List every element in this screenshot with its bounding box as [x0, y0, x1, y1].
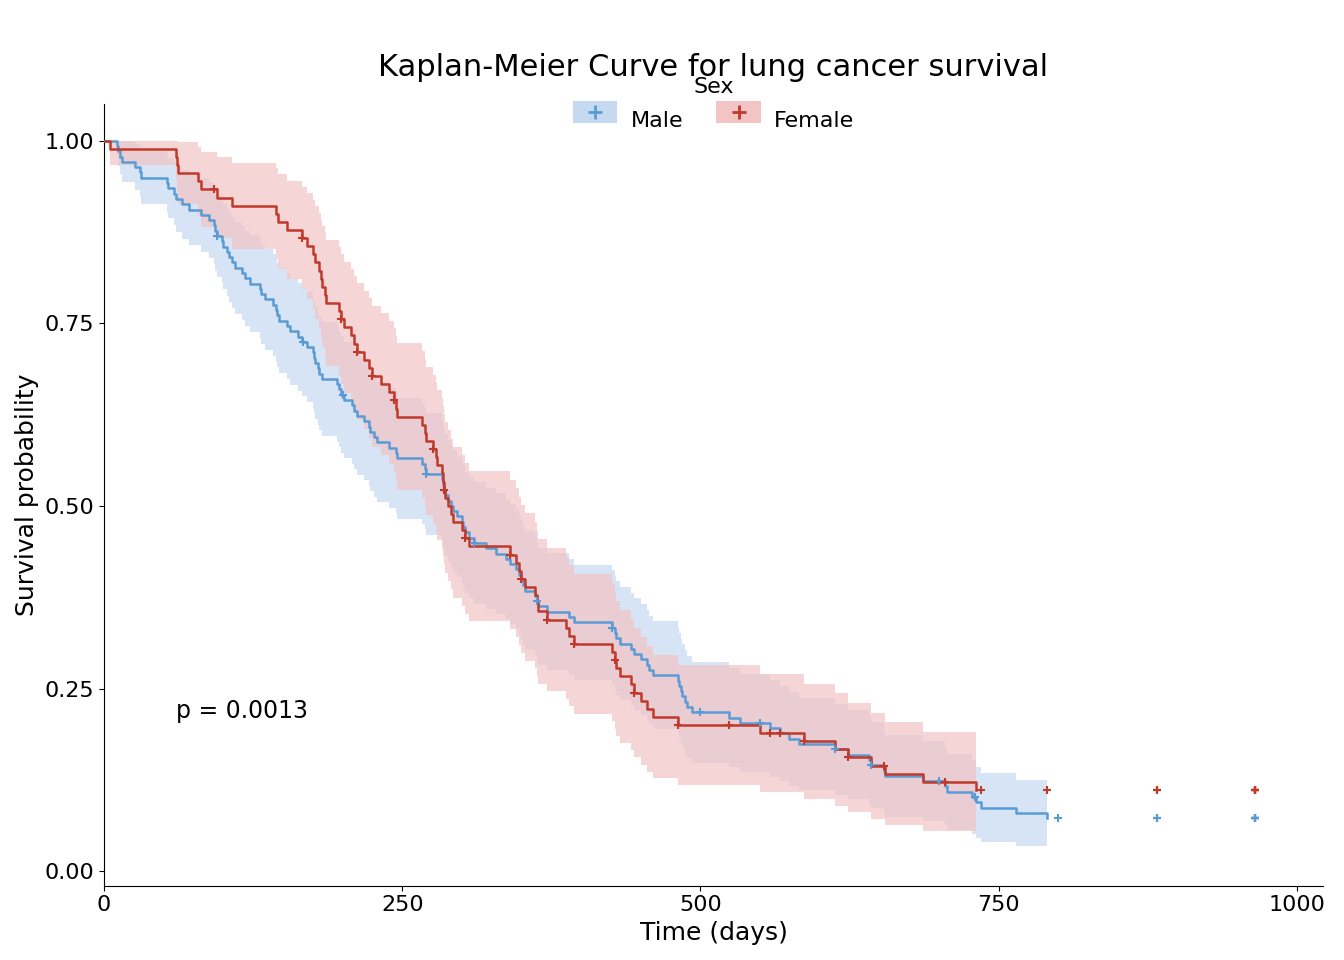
X-axis label: Time (days): Time (days)	[640, 921, 788, 945]
Legend: Male, Female: Male, Female	[563, 68, 863, 140]
Y-axis label: Survival probability: Survival probability	[15, 373, 39, 616]
Text: p = 0.0013: p = 0.0013	[176, 699, 308, 723]
Title: Kaplan-Meier Curve for lung cancer survival: Kaplan-Meier Curve for lung cancer survi…	[379, 54, 1048, 83]
